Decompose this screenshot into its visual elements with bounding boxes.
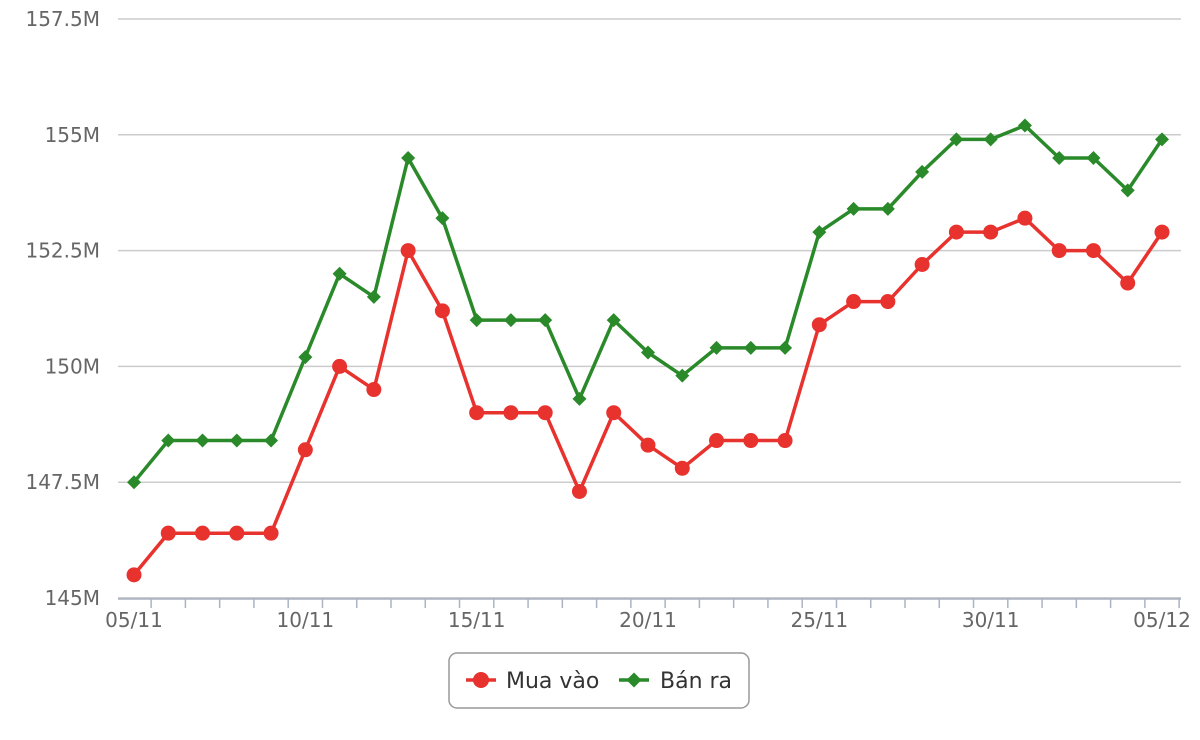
x-tick-label: 10/11	[277, 608, 335, 632]
data-point	[743, 340, 758, 355]
data-point	[915, 164, 930, 179]
data-point	[332, 358, 348, 374]
data-point	[1120, 183, 1135, 198]
x-tick-label: 25/11	[791, 608, 849, 632]
data-point	[1017, 210, 1033, 226]
data-point	[641, 345, 655, 360]
data-point	[743, 433, 759, 449]
data-point	[983, 132, 998, 147]
legend-label: Bán ra	[660, 669, 732, 694]
data-point	[126, 567, 142, 583]
data-point	[263, 525, 279, 541]
data-point	[1155, 132, 1169, 147]
x-tick-label: 15/11	[448, 608, 506, 632]
y-tick-label: 150M	[45, 354, 100, 378]
legend-marker	[626, 672, 642, 688]
data-point	[914, 256, 930, 272]
data-point	[195, 525, 211, 541]
data-point	[127, 475, 141, 490]
legend[interactable]: Mua vào Bán ra	[448, 652, 750, 709]
data-point	[161, 433, 176, 448]
data-point	[1086, 150, 1101, 165]
data-point	[400, 243, 416, 259]
x-tick-label: 05/12	[1133, 608, 1191, 632]
data-point	[195, 433, 210, 448]
y-tick-label: 145M	[45, 586, 100, 610]
data-point	[880, 294, 896, 310]
data-point	[777, 433, 793, 449]
data-point	[366, 382, 382, 398]
data-point	[1051, 243, 1067, 259]
data-point	[709, 340, 724, 355]
data-point	[503, 313, 518, 328]
data-point	[675, 368, 690, 383]
data-point	[469, 405, 485, 421]
data-point	[332, 266, 347, 281]
data-point	[846, 201, 861, 216]
x-tick-label: 05/11	[105, 608, 163, 632]
data-point	[571, 483, 587, 499]
data-point	[160, 525, 176, 541]
data-point	[846, 294, 862, 310]
data-point	[1085, 243, 1101, 259]
data-point	[1052, 150, 1067, 165]
data-point	[434, 303, 450, 319]
data-point	[778, 340, 793, 355]
legend-item-buy[interactable]: Mua vào	[466, 669, 599, 694]
data-point	[948, 224, 964, 240]
legend-label: Mua vào	[506, 669, 599, 694]
x-tick-label: 30/11	[962, 608, 1020, 632]
data-point	[709, 433, 725, 449]
data-point	[949, 132, 964, 147]
data-point	[1120, 275, 1136, 291]
y-axis: 145M 147.5M 150M 152.5M 155M 157.5M	[25, 7, 100, 610]
x-tick-label: 20/11	[619, 608, 677, 632]
series-buy	[126, 210, 1170, 583]
y-tick-label: 152.5M	[25, 239, 100, 263]
data-point	[298, 350, 313, 365]
data-point	[811, 317, 827, 333]
data-point	[366, 289, 381, 304]
data-point	[537, 405, 553, 421]
series-line	[132, 123, 1164, 484]
data-point	[264, 433, 279, 448]
data-point	[983, 224, 999, 240]
x-axis: 05/11 10/11 15/11 20/11 25/11 30/11 05/12	[105, 598, 1191, 632]
data-point	[229, 525, 245, 541]
data-point	[880, 201, 895, 216]
data-point	[1154, 224, 1170, 240]
data-point	[401, 150, 416, 165]
data-point	[469, 313, 484, 328]
series-sell	[127, 118, 1169, 490]
legend-box	[448, 652, 750, 709]
data-point	[538, 313, 553, 328]
data-point	[229, 433, 244, 448]
legend-marker	[473, 672, 489, 688]
y-tick-label: 147.5M	[25, 470, 100, 494]
data-point	[1017, 118, 1032, 133]
data-point	[297, 442, 313, 458]
data-point	[812, 225, 827, 240]
legend-item-sell[interactable]: Bán ra	[619, 669, 732, 694]
data-point	[606, 313, 621, 328]
series-layer	[126, 118, 1170, 583]
data-point	[572, 391, 587, 406]
y-tick-label: 157.5M	[25, 7, 100, 31]
y-tick-label: 155M	[45, 123, 100, 147]
data-point	[640, 437, 656, 453]
data-point	[674, 460, 690, 476]
data-point	[503, 405, 519, 421]
data-point	[606, 405, 622, 421]
grid-lines	[118, 18, 1181, 599]
data-point	[435, 211, 450, 226]
